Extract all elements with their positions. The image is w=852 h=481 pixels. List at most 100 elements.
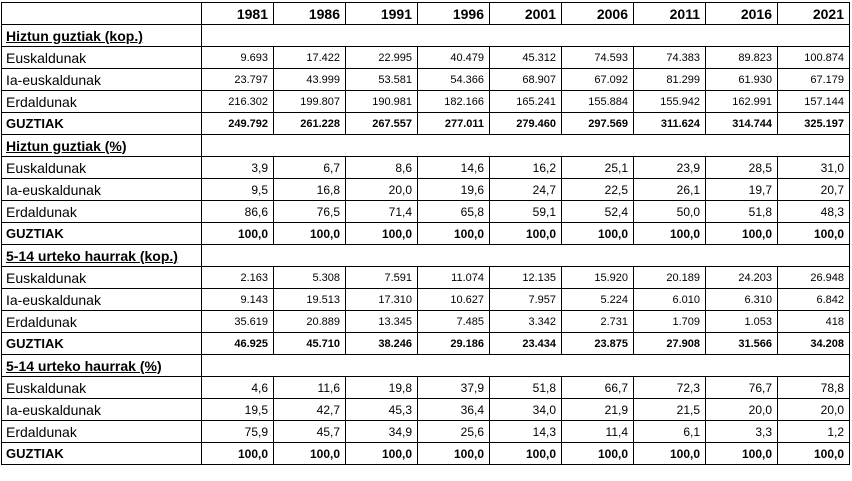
value-cell: 20,0 — [345, 178, 418, 201]
value-cell: 16,8 — [273, 178, 346, 201]
year-header: 2016 — [705, 2, 778, 25]
row-label: Ia-euskaldunak — [1, 398, 202, 421]
value-cell: 155.942 — [633, 90, 706, 113]
value-cell: 45.312 — [489, 46, 562, 69]
value-cell: 20.189 — [633, 266, 706, 289]
year-header: 2021 — [777, 2, 850, 25]
row-label: Euskaldunak — [1, 46, 202, 69]
year-header: 2006 — [561, 2, 634, 25]
value-cell: 67.092 — [561, 68, 634, 91]
value-cell: 74.593 — [561, 46, 634, 69]
row-label: Erdaldunak — [1, 310, 202, 333]
value-cell: 3.342 — [489, 310, 562, 333]
table-row: Erdaldunak 75,9 45,7 34,9 25,6 14,3 11,4 6,1 3,3… — [1, 420, 850, 443]
row-label: Erdaldunak — [1, 420, 202, 443]
total-value-cell: 100,0 — [777, 442, 850, 465]
row-label: Erdaldunak — [1, 200, 202, 223]
value-cell: 31,0 — [777, 156, 850, 179]
value-cell: 20.889 — [273, 310, 346, 333]
value-cell: 45,3 — [345, 398, 418, 421]
section-title: 5-14 urteko haurrak (kop.) — [1, 244, 202, 267]
value-cell: 9,5 — [201, 178, 274, 201]
value-cell: 6,7 — [273, 156, 346, 179]
value-cell: 2.163 — [201, 266, 274, 289]
value-cell: 75,9 — [201, 420, 274, 443]
value-cell: 37,9 — [417, 376, 490, 399]
value-cell: 28,5 — [705, 156, 778, 179]
value-cell: 6.310 — [705, 288, 778, 311]
speakers-table: 1981 1986 1991 1996 2001 2006 2011 2016 … — [1, 2, 850, 465]
total-value-cell: 29.186 — [417, 332, 490, 355]
value-cell: 52,4 — [561, 200, 634, 223]
value-cell: 34,0 — [489, 398, 562, 421]
value-cell: 20,0 — [705, 398, 778, 421]
value-cell: 190.981 — [345, 90, 418, 113]
value-cell: 45,7 — [273, 420, 346, 443]
value-cell: 13.345 — [345, 310, 418, 333]
total-value-cell: 31.566 — [705, 332, 778, 355]
value-cell: 11,4 — [561, 420, 634, 443]
table-row: Euskaldunak 9.693 17.422 22.995 40.479 45.312… — [1, 46, 850, 69]
header-row: 1981 1986 1991 1996 2001 2006 2011 2016 … — [1, 2, 850, 25]
value-cell: 50,0 — [633, 200, 706, 223]
value-cell: 199.807 — [273, 90, 346, 113]
value-cell: 24,7 — [489, 178, 562, 201]
table-row: Erdaldunak 86,6 76,5 71,4 65,8 59,1 52,4 50,0 51… — [1, 200, 850, 223]
total-value-cell: 100,0 — [273, 222, 346, 245]
total-label: GUZTIAK — [1, 442, 202, 465]
section-title: Hiztun guztiak (%) — [1, 134, 202, 157]
value-cell: 22,5 — [561, 178, 634, 201]
value-cell: 43.999 — [273, 68, 346, 91]
value-cell: 65,8 — [417, 200, 490, 223]
value-cell: 12.135 — [489, 266, 562, 289]
value-cell: 53.581 — [345, 68, 418, 91]
total-row: GUZTIAK 100,0 100,0 100,0 100,0 100,0 100,0 100… — [1, 222, 850, 245]
year-header: 1986 — [273, 2, 346, 25]
value-cell: 20,0 — [777, 398, 850, 421]
section-title-row: 5-14 urteko haurrak (kop.) — [1, 244, 850, 267]
value-cell: 59,1 — [489, 200, 562, 223]
total-value-cell: 325.197 — [777, 112, 850, 135]
value-cell: 6.842 — [777, 288, 850, 311]
total-value-cell: 100,0 — [561, 222, 634, 245]
value-cell: 19,7 — [705, 178, 778, 201]
value-cell: 5.224 — [561, 288, 634, 311]
total-value-cell: 100,0 — [705, 222, 778, 245]
value-cell: 6,1 — [633, 420, 706, 443]
year-header: 2011 — [633, 2, 706, 25]
value-cell: 6.010 — [633, 288, 706, 311]
value-cell: 216.302 — [201, 90, 274, 113]
row-label: Euskaldunak — [1, 156, 202, 179]
total-value-cell: 279.460 — [489, 112, 562, 135]
value-cell: 10.627 — [417, 288, 490, 311]
value-cell: 182.166 — [417, 90, 490, 113]
value-cell: 157.144 — [777, 90, 850, 113]
total-row: GUZTIAK 46.925 45.710 38.246 29.186 23.434 23.… — [1, 332, 850, 355]
value-cell: 9.693 — [201, 46, 274, 69]
value-cell: 61.930 — [705, 68, 778, 91]
table-row: Euskaldunak 4,6 11,6 19,8 37,9 51,8 66,7 72,3 76… — [1, 376, 850, 399]
value-cell: 11.074 — [417, 266, 490, 289]
table-row: Euskaldunak 3,9 6,7 8,6 14,6 16,2 25,1 23,9 28,5… — [1, 156, 850, 179]
value-cell: 26.948 — [777, 266, 850, 289]
section-title-row: Hiztun guztiak (kop.) — [1, 24, 850, 47]
value-cell: 2.731 — [561, 310, 634, 333]
value-cell: 17.422 — [273, 46, 346, 69]
value-cell: 34,9 — [345, 420, 418, 443]
value-cell: 3,3 — [705, 420, 778, 443]
value-cell: 7.957 — [489, 288, 562, 311]
value-cell: 11,6 — [273, 376, 346, 399]
value-cell: 8,6 — [345, 156, 418, 179]
row-label: Euskaldunak — [1, 376, 202, 399]
row-label: Euskaldunak — [1, 266, 202, 289]
total-value-cell: 100,0 — [345, 442, 418, 465]
total-value-cell: 46.925 — [201, 332, 274, 355]
total-value-cell: 27.908 — [633, 332, 706, 355]
value-cell: 165.241 — [489, 90, 562, 113]
value-cell: 1.053 — [705, 310, 778, 333]
value-cell: 42,7 — [273, 398, 346, 421]
row-label: Ia-euskaldunak — [1, 288, 202, 311]
total-label: GUZTIAK — [1, 332, 202, 355]
row-label: Ia-euskaldunak — [1, 68, 202, 91]
value-cell: 15.920 — [561, 266, 634, 289]
